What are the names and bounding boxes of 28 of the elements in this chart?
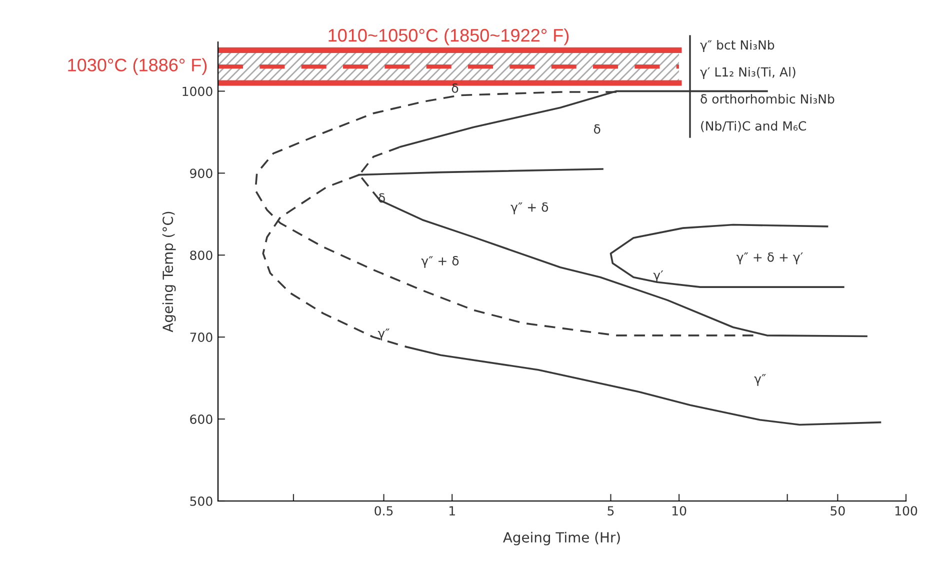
- y-tick-label: 600: [190, 414, 212, 424]
- x-tick-label: 5: [608, 506, 614, 516]
- band-label: 1010~1050°C (1850~1922° F): [328, 28, 569, 46]
- annotation: γ′ L1₂ Ni₃(Ti, Al): [700, 66, 796, 80]
- annotation: δ orthorhombic Ni₃Nb: [700, 94, 834, 104]
- x-tick-label: 100: [895, 506, 918, 516]
- annotation: γ″: [754, 374, 766, 386]
- y-tick-label: 500: [190, 496, 212, 506]
- annotation: γ′: [653, 270, 664, 282]
- ref-line-label: 1030°C (1886° F): [68, 58, 207, 75]
- y-tick-label: 900: [190, 168, 212, 178]
- annotation: δ: [452, 83, 458, 93]
- x-tick-label: 50: [830, 506, 845, 516]
- annotation: γ″ + δ: [510, 202, 548, 214]
- y-tick-label: 700: [190, 332, 212, 342]
- annotation: δ: [594, 124, 600, 134]
- x-tick-label: 10: [672, 506, 686, 516]
- x-tick-label: 0.5: [374, 506, 393, 516]
- y-tick-label: 1000: [182, 86, 212, 96]
- annotation: γ″ + δ + γ′: [736, 252, 803, 264]
- y-axis-title: Ageing Temp (°C): [162, 212, 176, 332]
- annotation: γ″ bct Ni₃Nb: [700, 40, 774, 52]
- x-tick-label: 1: [450, 506, 455, 516]
- annotation: (Nb/Ti)C and M₆C: [701, 120, 806, 132]
- x-axis-title: Ageing Time (Hr): [503, 532, 620, 546]
- annotation: γ″: [378, 328, 390, 340]
- annotation: γ″ + δ: [421, 256, 459, 268]
- y-tick-label: 800: [190, 250, 212, 260]
